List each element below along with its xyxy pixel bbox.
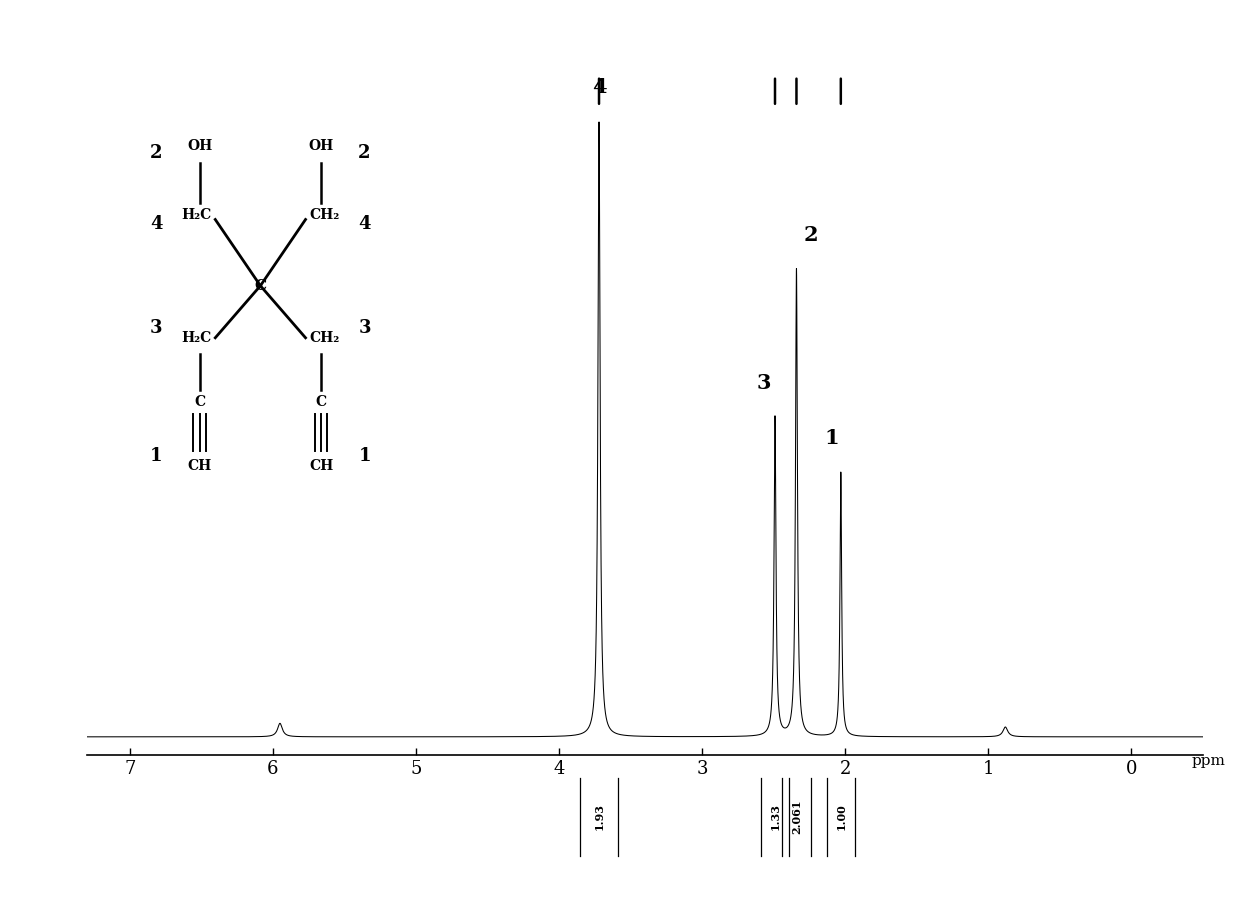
Text: 3: 3 bbox=[150, 319, 162, 338]
Text: 4: 4 bbox=[591, 77, 606, 97]
Text: CH₂: CH₂ bbox=[310, 331, 340, 345]
Text: 1.33: 1.33 bbox=[770, 804, 780, 830]
Text: 3: 3 bbox=[756, 372, 771, 392]
Text: 3: 3 bbox=[358, 319, 371, 338]
Text: 2.061: 2.061 bbox=[791, 800, 802, 834]
Text: 4: 4 bbox=[150, 216, 162, 233]
Text: OH: OH bbox=[309, 139, 334, 153]
Text: 1.93: 1.93 bbox=[594, 804, 605, 830]
Text: CH: CH bbox=[187, 459, 212, 472]
Text: 1.00: 1.00 bbox=[836, 804, 847, 830]
Text: C: C bbox=[195, 395, 205, 409]
Text: 1: 1 bbox=[825, 428, 839, 448]
Text: 1: 1 bbox=[358, 447, 371, 465]
Text: H₂C: H₂C bbox=[181, 331, 211, 345]
Text: 1: 1 bbox=[150, 447, 162, 465]
Text: H₂C: H₂C bbox=[181, 207, 211, 222]
Text: CH: CH bbox=[309, 459, 334, 472]
Text: 2: 2 bbox=[150, 145, 162, 162]
Text: 2: 2 bbox=[804, 225, 818, 245]
Text: OH: OH bbox=[187, 139, 212, 153]
Text: C: C bbox=[254, 278, 267, 293]
Text: 4: 4 bbox=[358, 216, 371, 233]
Text: ppm: ppm bbox=[1192, 754, 1225, 768]
Text: CH₂: CH₂ bbox=[310, 207, 340, 222]
Text: 2: 2 bbox=[358, 145, 371, 162]
Text: C: C bbox=[316, 395, 326, 409]
